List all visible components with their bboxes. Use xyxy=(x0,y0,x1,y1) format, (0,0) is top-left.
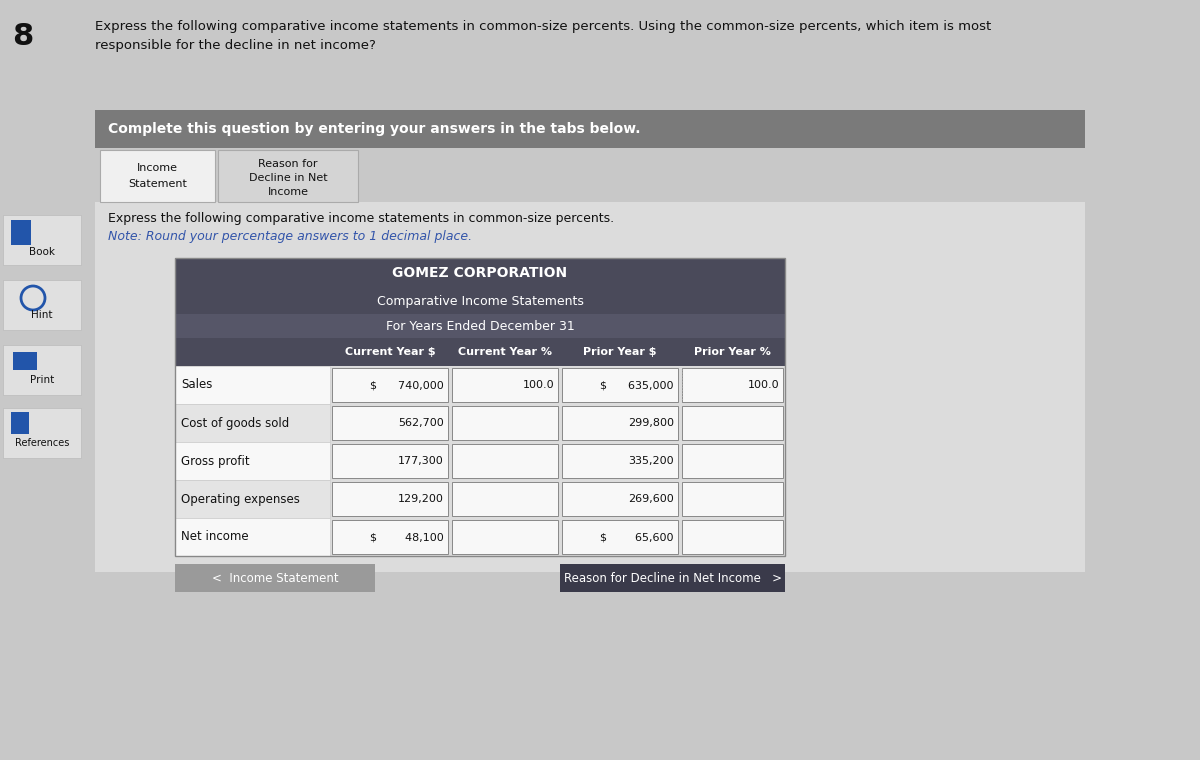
Bar xyxy=(332,520,448,554)
Text: $        48,100: $ 48,100 xyxy=(371,532,444,542)
Text: Current Year %: Current Year % xyxy=(458,347,552,357)
Bar xyxy=(682,482,784,516)
Bar xyxy=(2,215,82,265)
Bar xyxy=(175,404,330,442)
Bar xyxy=(562,520,678,554)
Text: Cost of goods sold: Cost of goods sold xyxy=(181,416,289,429)
Bar xyxy=(562,406,678,440)
Text: 299,800: 299,800 xyxy=(628,418,674,428)
Text: 177,300: 177,300 xyxy=(398,456,444,466)
Bar xyxy=(175,518,330,556)
Bar xyxy=(175,314,785,338)
Bar xyxy=(562,444,678,478)
Text: References: References xyxy=(14,438,70,448)
Text: 100.0: 100.0 xyxy=(748,380,779,390)
Bar xyxy=(175,288,785,314)
Text: Express the following comparative income statements in common-size percents. Usi: Express the following comparative income… xyxy=(95,20,991,52)
Text: Gross profit: Gross profit xyxy=(181,454,250,467)
Bar xyxy=(682,368,784,402)
Text: Express the following comparative income statements in common-size percents.: Express the following comparative income… xyxy=(108,212,614,225)
Text: Prior Year $: Prior Year $ xyxy=(583,347,656,357)
Text: Income: Income xyxy=(268,187,308,197)
Bar xyxy=(562,482,678,516)
Text: Reason for: Reason for xyxy=(258,159,318,169)
Bar xyxy=(452,406,558,440)
Bar xyxy=(95,110,1085,148)
Bar xyxy=(175,442,330,480)
Text: $        65,600: $ 65,600 xyxy=(600,532,674,542)
Text: 562,700: 562,700 xyxy=(398,418,444,428)
Bar xyxy=(11,220,31,245)
Text: Income: Income xyxy=(137,163,178,173)
Bar xyxy=(332,482,448,516)
Bar xyxy=(95,202,1085,572)
Bar xyxy=(452,482,558,516)
Text: Decline in Net: Decline in Net xyxy=(248,173,328,183)
Bar xyxy=(175,258,785,288)
Bar xyxy=(13,352,37,370)
Bar xyxy=(452,520,558,554)
Bar xyxy=(175,366,330,404)
Text: Sales: Sales xyxy=(181,378,212,391)
Text: Reason for Decline in Net Income   >: Reason for Decline in Net Income > xyxy=(564,572,781,584)
Text: 269,600: 269,600 xyxy=(629,494,674,504)
Bar xyxy=(560,564,785,592)
Bar xyxy=(175,338,785,366)
Text: GOMEZ CORPORATION: GOMEZ CORPORATION xyxy=(392,266,568,280)
Bar xyxy=(452,368,558,402)
Text: Net income: Net income xyxy=(181,530,248,543)
Text: Prior Year %: Prior Year % xyxy=(694,347,770,357)
Bar xyxy=(562,368,678,402)
Bar xyxy=(682,406,784,440)
Text: Print: Print xyxy=(30,375,54,385)
Text: Operating expenses: Operating expenses xyxy=(181,492,300,505)
Bar xyxy=(332,406,448,440)
Bar xyxy=(175,258,785,556)
Text: Note: Round your percentage answers to 1 decimal place.: Note: Round your percentage answers to 1… xyxy=(108,230,472,243)
Bar xyxy=(332,444,448,478)
Text: Comparative Income Statements: Comparative Income Statements xyxy=(377,295,583,308)
Text: For Years Ended December 31: For Years Ended December 31 xyxy=(385,319,575,333)
Bar xyxy=(175,564,374,592)
Text: <  Income Statement: < Income Statement xyxy=(211,572,338,584)
Text: 129,200: 129,200 xyxy=(398,494,444,504)
Text: $      635,000: $ 635,000 xyxy=(600,380,674,390)
Text: Hint: Hint xyxy=(31,310,53,320)
Bar xyxy=(218,150,358,202)
Text: $      740,000: $ 740,000 xyxy=(371,380,444,390)
Bar xyxy=(175,480,330,518)
Bar xyxy=(100,150,215,202)
Bar xyxy=(2,345,82,395)
Bar xyxy=(332,368,448,402)
Text: 8: 8 xyxy=(12,22,34,51)
Bar xyxy=(11,412,29,434)
Bar xyxy=(682,520,784,554)
Text: Book: Book xyxy=(29,247,55,257)
Bar xyxy=(682,444,784,478)
Bar xyxy=(2,408,82,458)
Bar xyxy=(2,280,82,330)
Text: 100.0: 100.0 xyxy=(522,380,554,390)
Bar xyxy=(452,444,558,478)
Text: Statement: Statement xyxy=(128,179,187,189)
Text: 335,200: 335,200 xyxy=(629,456,674,466)
Text: Complete this question by entering your answers in the tabs below.: Complete this question by entering your … xyxy=(108,122,641,136)
Text: Current Year $: Current Year $ xyxy=(344,347,436,357)
